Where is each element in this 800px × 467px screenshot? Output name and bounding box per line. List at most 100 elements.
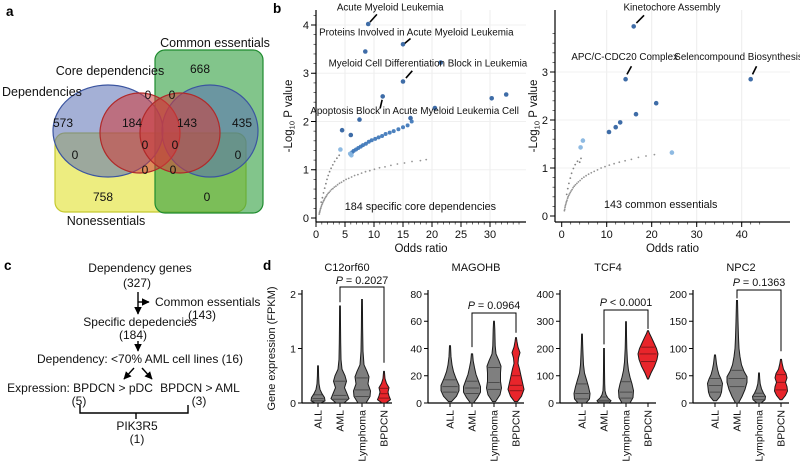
svg-text:1: 1 — [290, 343, 296, 355]
plot-caption: 143 common essentials — [604, 199, 718, 211]
scatter-specific-core-dependencies: 0 5 10 15 20 25 30 0 1 2 3 4 Acute Myeloid Leukemia P… — [283, 3, 528, 255]
scatter-common-essentials: 0 10 20 30 40 0 1 2 3 Kinetochore Assembly APC/C-C… — [528, 3, 800, 255]
svg-text:Kinetochore Assembly: Kinetochore Assembly — [623, 3, 720, 14]
violin-AML — [463, 353, 481, 404]
flow-node-dependency-genes: Dependency genes — [88, 261, 191, 275]
p-value-label: P = 0.1363 — [733, 277, 786, 289]
category-label: Lymphoma — [754, 410, 766, 462]
svg-text:25: 25 — [455, 229, 467, 241]
flow-node-common-essentials-count: (143) — [188, 308, 216, 322]
plot-title: MAGOHB — [452, 262, 501, 274]
svg-text:10: 10 — [368, 229, 380, 241]
annotation: APC/C-CDC20 Complex — [571, 52, 678, 75]
venn-label-nonessentials: Nonessentials — [67, 214, 146, 228]
venn-label-common-essentials: Common essentials — [160, 36, 270, 50]
category-label: BPDCN — [379, 410, 391, 447]
svg-text:400: 400 — [536, 289, 554, 301]
category-label: BPDCN — [643, 410, 655, 447]
ticks: 0 100 200 300 400 — [536, 289, 649, 410]
venn-label-core-dependencies: Core dependencies — [56, 64, 164, 78]
violin-ALL — [706, 354, 724, 402]
svg-text:0: 0 — [548, 398, 554, 410]
venn-count-dependencies-only: 573 — [53, 116, 73, 130]
violin-ALL — [440, 345, 460, 403]
category-label: ALL — [710, 410, 722, 429]
svg-text:300: 300 — [536, 316, 554, 328]
violin-AML — [726, 300, 748, 404]
venn-zero: 0 — [72, 148, 79, 162]
svg-text:15: 15 — [397, 229, 409, 241]
ticks: 0 20 40 60 80 — [410, 289, 517, 410]
violin-magohb: 0 20 40 60 80 ALL AML Lymphoma BPDCN MAGOHB P = 0.… — [410, 262, 525, 462]
p-value-label: P < 0.0001 — [600, 297, 653, 309]
comparison-bracket — [471, 312, 517, 348]
svg-text:0: 0 — [290, 398, 296, 410]
flow-node-common-essentials: Common essentials — [155, 295, 260, 309]
violin-tcf4: 0 100 200 300 400 ALL AML Lymphoma BPDCN TCF4 P < … — [536, 262, 659, 462]
violin-AML — [330, 305, 350, 404]
comparison-bracket — [736, 289, 782, 352]
series-enriched-light — [338, 147, 354, 158]
violin-BPDCN — [773, 358, 789, 401]
violin-Lymphoma — [485, 320, 503, 403]
flow-node-specific-dependencies-count: (184) — [119, 328, 147, 342]
p-value-label: P = 0.2027 — [336, 275, 389, 287]
category-label: AML — [467, 410, 479, 432]
x-axis-label: Odds ratio — [394, 243, 447, 255]
violin-ALL — [573, 333, 591, 404]
category-label: Lymphoma — [357, 410, 369, 462]
y-axis-label: -Log10 P value — [528, 80, 542, 153]
venn-count-common-only: 668 — [190, 62, 210, 76]
series-background-curve — [318, 158, 428, 216]
svg-text:20: 20 — [426, 229, 438, 241]
venn-label-dependencies: Dependencies — [2, 85, 82, 99]
panel-label-b: b — [273, 1, 282, 16]
ticks: 0 50 100 150 200 — [669, 289, 782, 410]
ticks: 0 1 2 — [290, 289, 385, 410]
category-label: Lymphoma — [621, 410, 633, 462]
svg-text:0: 0 — [681, 398, 687, 410]
venn-zero: 0 — [169, 88, 176, 102]
svg-text:0: 0 — [303, 213, 309, 225]
svg-text:2: 2 — [303, 116, 309, 128]
venn-zero: 0 — [142, 163, 149, 177]
y-axis-label: -Log10 P value — [283, 80, 297, 153]
svg-text:APC/C-CDC20 Complex: APC/C-CDC20 Complex — [571, 52, 678, 63]
x-axis-label: Odds ratio — [646, 243, 699, 255]
svg-text:20: 20 — [646, 229, 658, 241]
violin-npc2: 0 50 100 150 200 ALL AML Lymphoma BPDCN NPC2 P = 0… — [669, 262, 789, 462]
annotation: Myeloid Cell Differentiation Block in Le… — [329, 58, 528, 79]
series-enriched-dark — [339, 21, 509, 138]
annotation: Proteins Involved in Acute Myeloid Leuke… — [319, 28, 514, 44]
category-label: BPDCN — [776, 410, 788, 447]
plot-caption: 184 specific core dependencies — [345, 201, 497, 213]
violin-ALL — [310, 365, 326, 404]
category-label: AML — [335, 410, 347, 432]
svg-text:Proteins Involved in Acute Mye: Proteins Involved in Acute Myeloid Leuke… — [319, 28, 514, 39]
svg-text:1: 1 — [303, 165, 309, 177]
violin-BPDCN — [507, 337, 525, 403]
category-label: ALL — [313, 410, 325, 429]
svg-text:40: 40 — [410, 343, 422, 355]
flow-node-bpdcn-aml: BPDCN > AML — [160, 381, 240, 395]
svg-text:100: 100 — [536, 371, 554, 383]
violin-BPDCN — [376, 370, 392, 404]
category-label: Lymphoma — [489, 410, 501, 462]
svg-text:Selencompound Biosynthesis: Selencompound Biosynthesis — [674, 52, 800, 63]
flow-node-pik3r5-count: (1) — [130, 432, 145, 446]
svg-text:2: 2 — [290, 289, 296, 301]
violin-Lymphoma — [352, 299, 372, 404]
svg-text:3: 3 — [542, 67, 548, 79]
minor-ticks — [313, 14, 520, 225]
svg-text:60: 60 — [410, 316, 422, 328]
svg-text:0: 0 — [313, 229, 319, 241]
series-background-curve — [563, 153, 656, 212]
venn-count-core-dependencies: 184 — [122, 116, 142, 130]
series-enriched-dark — [606, 24, 753, 135]
svg-text:50: 50 — [675, 371, 687, 383]
series-background-steep — [320, 154, 341, 204]
venn-zero: 0 — [145, 88, 152, 102]
gridlines — [555, 10, 790, 222]
